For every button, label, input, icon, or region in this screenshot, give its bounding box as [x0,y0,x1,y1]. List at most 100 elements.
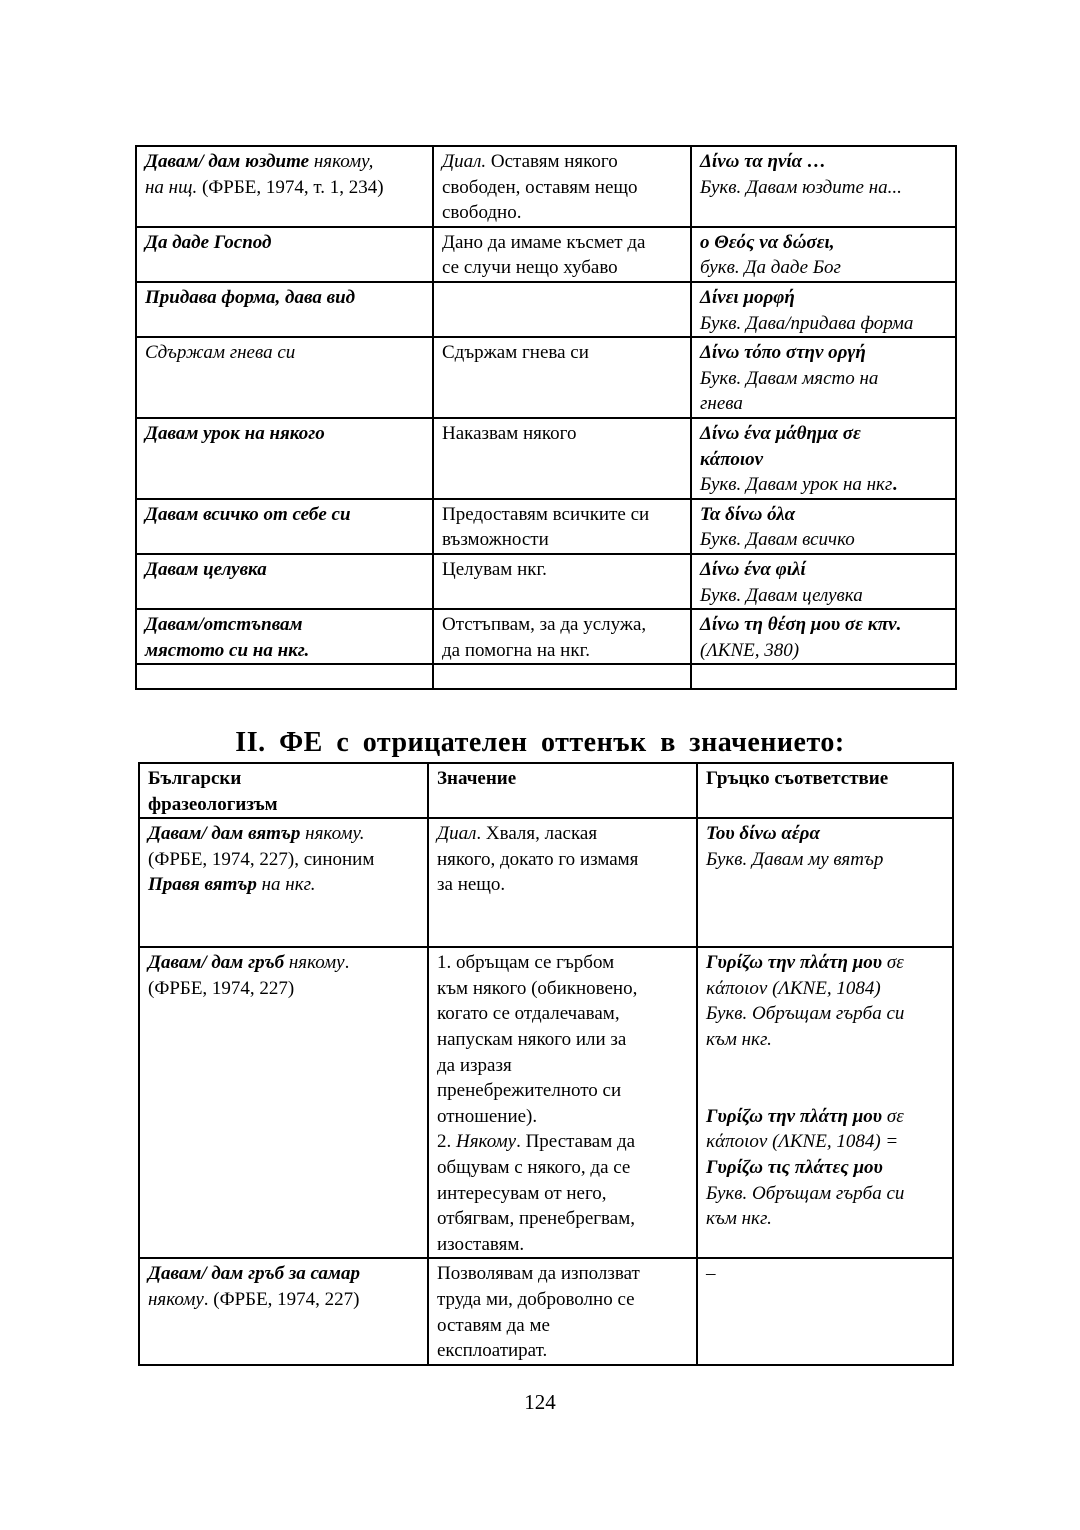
text-run: Давам/ дам вятър [148,823,301,845]
greek-equivalent-cell: – [696,1257,954,1366]
page-number: 124 [524,1390,556,1414]
phraseology-table-negative: Български фразеологизъм Значение Гръцко съ… [138,761,954,1366]
text-run: Γυρίζω τις πλάτες μου [706,1156,883,1178]
text-run: Гръцко съответствие [706,768,889,789]
greek-equivalent-cell [690,663,957,691]
text-run: Оставям някого свободен, оставям нещо св… [442,151,638,224]
text-run: Δίνει μορφή [700,286,795,308]
table-row: Придава форма, дава вид Δίνει μορφή Букв.… [135,280,957,339]
table-row [135,663,957,691]
text-run: Τα δίνω όλα [700,503,796,525]
text-run: Давам/ дам гръб [148,952,285,974]
greek-equivalent-cell: Δίνω τόπο στην οργή Букв. Давам място на… [690,336,957,419]
text-run: . [892,474,898,496]
meaning-cell: Значение [427,761,698,820]
text-run: Δίνω ένα φιλί [700,558,806,580]
text-run: Давам урок на някого [145,422,325,444]
bulgarian-phrase-cell: Давам/отстъпвам мястото си на нкг. [135,608,434,666]
greek-equivalent-cell: Γυρίζω την πλάτη μου σε κάποιον (ΛΚΝΕ, 1… [696,946,954,1260]
text-run: ο Θεός να δώσει, [700,231,835,253]
table-header-row: Български фразеологизъм Значение Гръцко съ… [138,761,954,820]
text-run: Дано да имаме късмет да се случи нещо ху… [442,231,646,279]
text-run: Позволявам да използват труда ми, добров… [437,1263,640,1362]
greek-equivalent-cell: Δίνω τη θέση μου σε κπν. (ΛΚΝΕ, 380) [690,608,957,666]
text-run: Сдържам гнева си [145,342,296,364]
text-run: някому. [300,823,365,845]
meaning-cell: Диал. Оставям някого свободен, оставям н… [432,145,692,228]
bulgarian-phrase-cell: Давам/ дам гръб за самар някому. (ФРБЕ, … [138,1257,429,1366]
greek-equivalent-cell: Δίνω ένα φιλί Букв. Давам целувка [690,552,957,611]
text-run: Букв. Давам урок на нкг [700,474,893,496]
greek-equivalent-cell: Δίνω ένα μάθημα σε κάποιον Букв. Давам у… [690,416,957,500]
bulgarian-phrase-cell [135,663,434,691]
text-run: Давам/ дам юздите [145,151,310,172]
text-run: Букв. Давам целувка [700,584,863,606]
text-run: Δίνω τόπο στην οργή [700,342,866,364]
bulgarian-phrase-cell: Давам всичко от себе си [135,497,434,555]
text-run: Букв. Давам юздите на... [700,176,902,198]
table-row: Давам/ дам гръб за самар някому. (ФРБЕ, … [138,1257,954,1366]
text-run: Букв. Давам му вятър [706,848,884,870]
text-run: (ΛΚΝΕ, 380) [700,639,800,661]
table-row: Давам/ дам гръб някому. (ФРБЕ, 1974, 227… [138,946,954,1260]
meaning-cell: Предоставям всичките си възможности [432,497,692,555]
table-row: Да даде Господ Дано да имаме късмет да се… [135,225,957,283]
text-run: . (ФРБЕ, 1974, 227) [203,1288,360,1310]
text-run: . Преставам да общувам с някого, да се и… [437,1131,636,1255]
meaning-cell: Диал. Хваля, лаская някого, докато го из… [427,817,698,949]
table-row: Давам всичко от себе си Предоставям всичк… [135,497,957,555]
text-run: Γυρίζω την πλάτη μου [706,1105,883,1127]
text-run: Някому [456,1131,517,1153]
text-run: някому [284,952,345,974]
text-run: Диал. [442,151,487,172]
meaning-cell: Целувам нкг. [432,552,692,611]
text-run: Предоставям всичките си възможности [442,503,650,551]
text-run: Букв. Давам всичко [700,529,855,551]
text-run: . Хваля, лаская някого, докато го измамя… [437,823,639,896]
meaning-cell: Сдържам гнева си [432,336,692,419]
text-run: Букв. Давам място на гнева [700,367,879,415]
text-run: Да даде Господ [145,231,272,253]
meaning-cell [432,663,692,691]
text-run: Δίνω ένα μάθημα σε κάποιον [700,422,861,470]
meaning-cell: Дано да имаме късмет да се случи нещо ху… [432,225,692,283]
text-run: Давам/ дам гръб за самар [148,1263,360,1285]
table-row: Давам урок на някого Наказвам някого Δίνω … [135,416,957,500]
text-run: Давам/отстъпвам мястото си на нкг. [145,614,310,661]
bulgarian-phrase-cell: Давам/ дам юздите някому, на нщ. (ФРБЕ, … [135,145,434,228]
text-run: Отстъпвам, за да услужа, да помогна на н… [442,614,647,661]
greek-equivalent-cell: Δίνω τα ηνία … Букв. Давам юздите на... [690,145,957,228]
bulgarian-phrase-cell: Сдържам гнева си [135,336,434,419]
text-run: Сдържам гнева си [442,342,589,364]
text-run: . (ФРБЕ, 1974, 227) [148,952,350,999]
text-run: Δίνω τα ηνία … [700,151,826,172]
text-run: Давам целувка [145,558,267,580]
text-run: Давам всичко от себе си [145,503,351,525]
bulgarian-phrase-cell: Давам/ дам вятър някому. (ФРБЕ, 1974, 22… [138,817,429,949]
greek-equivalent-cell: Τα δίνω όλα Букв. Давам всичко [690,497,957,555]
meaning-cell: 1. обръщам се гърбом към някого (обикнов… [427,946,698,1260]
meaning-cell: Наказвам някого [432,416,692,500]
text-run: – [706,1263,716,1285]
meaning-cell: Позволявам да използват труда ми, добров… [427,1257,698,1366]
text-run: Целувам нкг. [442,558,547,580]
greek-equivalent-cell: ο Θεός να δώσει, букв. Да даде Бог [690,225,957,283]
text-run: Придава форма, дава вид [145,286,356,308]
table-row: Давам/ дам юздите някому, на нщ. (ФРБЕ, … [135,145,957,228]
text-run: σε κάποιον (ΛΚΝΕ, 1084) Букв. Обръщам гъ… [706,952,905,1050]
text-run: на нкг. [256,874,316,896]
text-run: Δίνω τη θέση μου σε κπν. [700,614,902,636]
table-row: Давам/отстъпвам мястото си на нкг. Отстъп… [135,608,957,666]
bulgarian-phrase-cell: Придава форма, дава вид [135,280,434,339]
text-run: 1. обръщам се гърбом към някого (обикнов… [437,952,638,1153]
meaning-cell [432,280,692,339]
table-row: Давам целувка Целувам нкг. Δίνω ένα φιλί Б… [135,552,957,611]
text-run: Правя вятър [148,874,257,896]
greek-equivalent-cell: Δίνει μορφή Букв. Дава/придава форма [690,280,957,339]
text-run: Диал [437,823,477,845]
meaning-cell: Отстъпвам, за да услужа, да помогна на н… [432,608,692,666]
text-run: Български фразеологизъм [148,768,278,815]
text-run: σε κάποιον (ΛΚΝΕ, 1084) = [706,1105,904,1153]
bulgarian-phrase-cell: Давам целувка [135,552,434,611]
text-run: Букв. Обръщам гърба си към нкг. [706,1182,905,1230]
